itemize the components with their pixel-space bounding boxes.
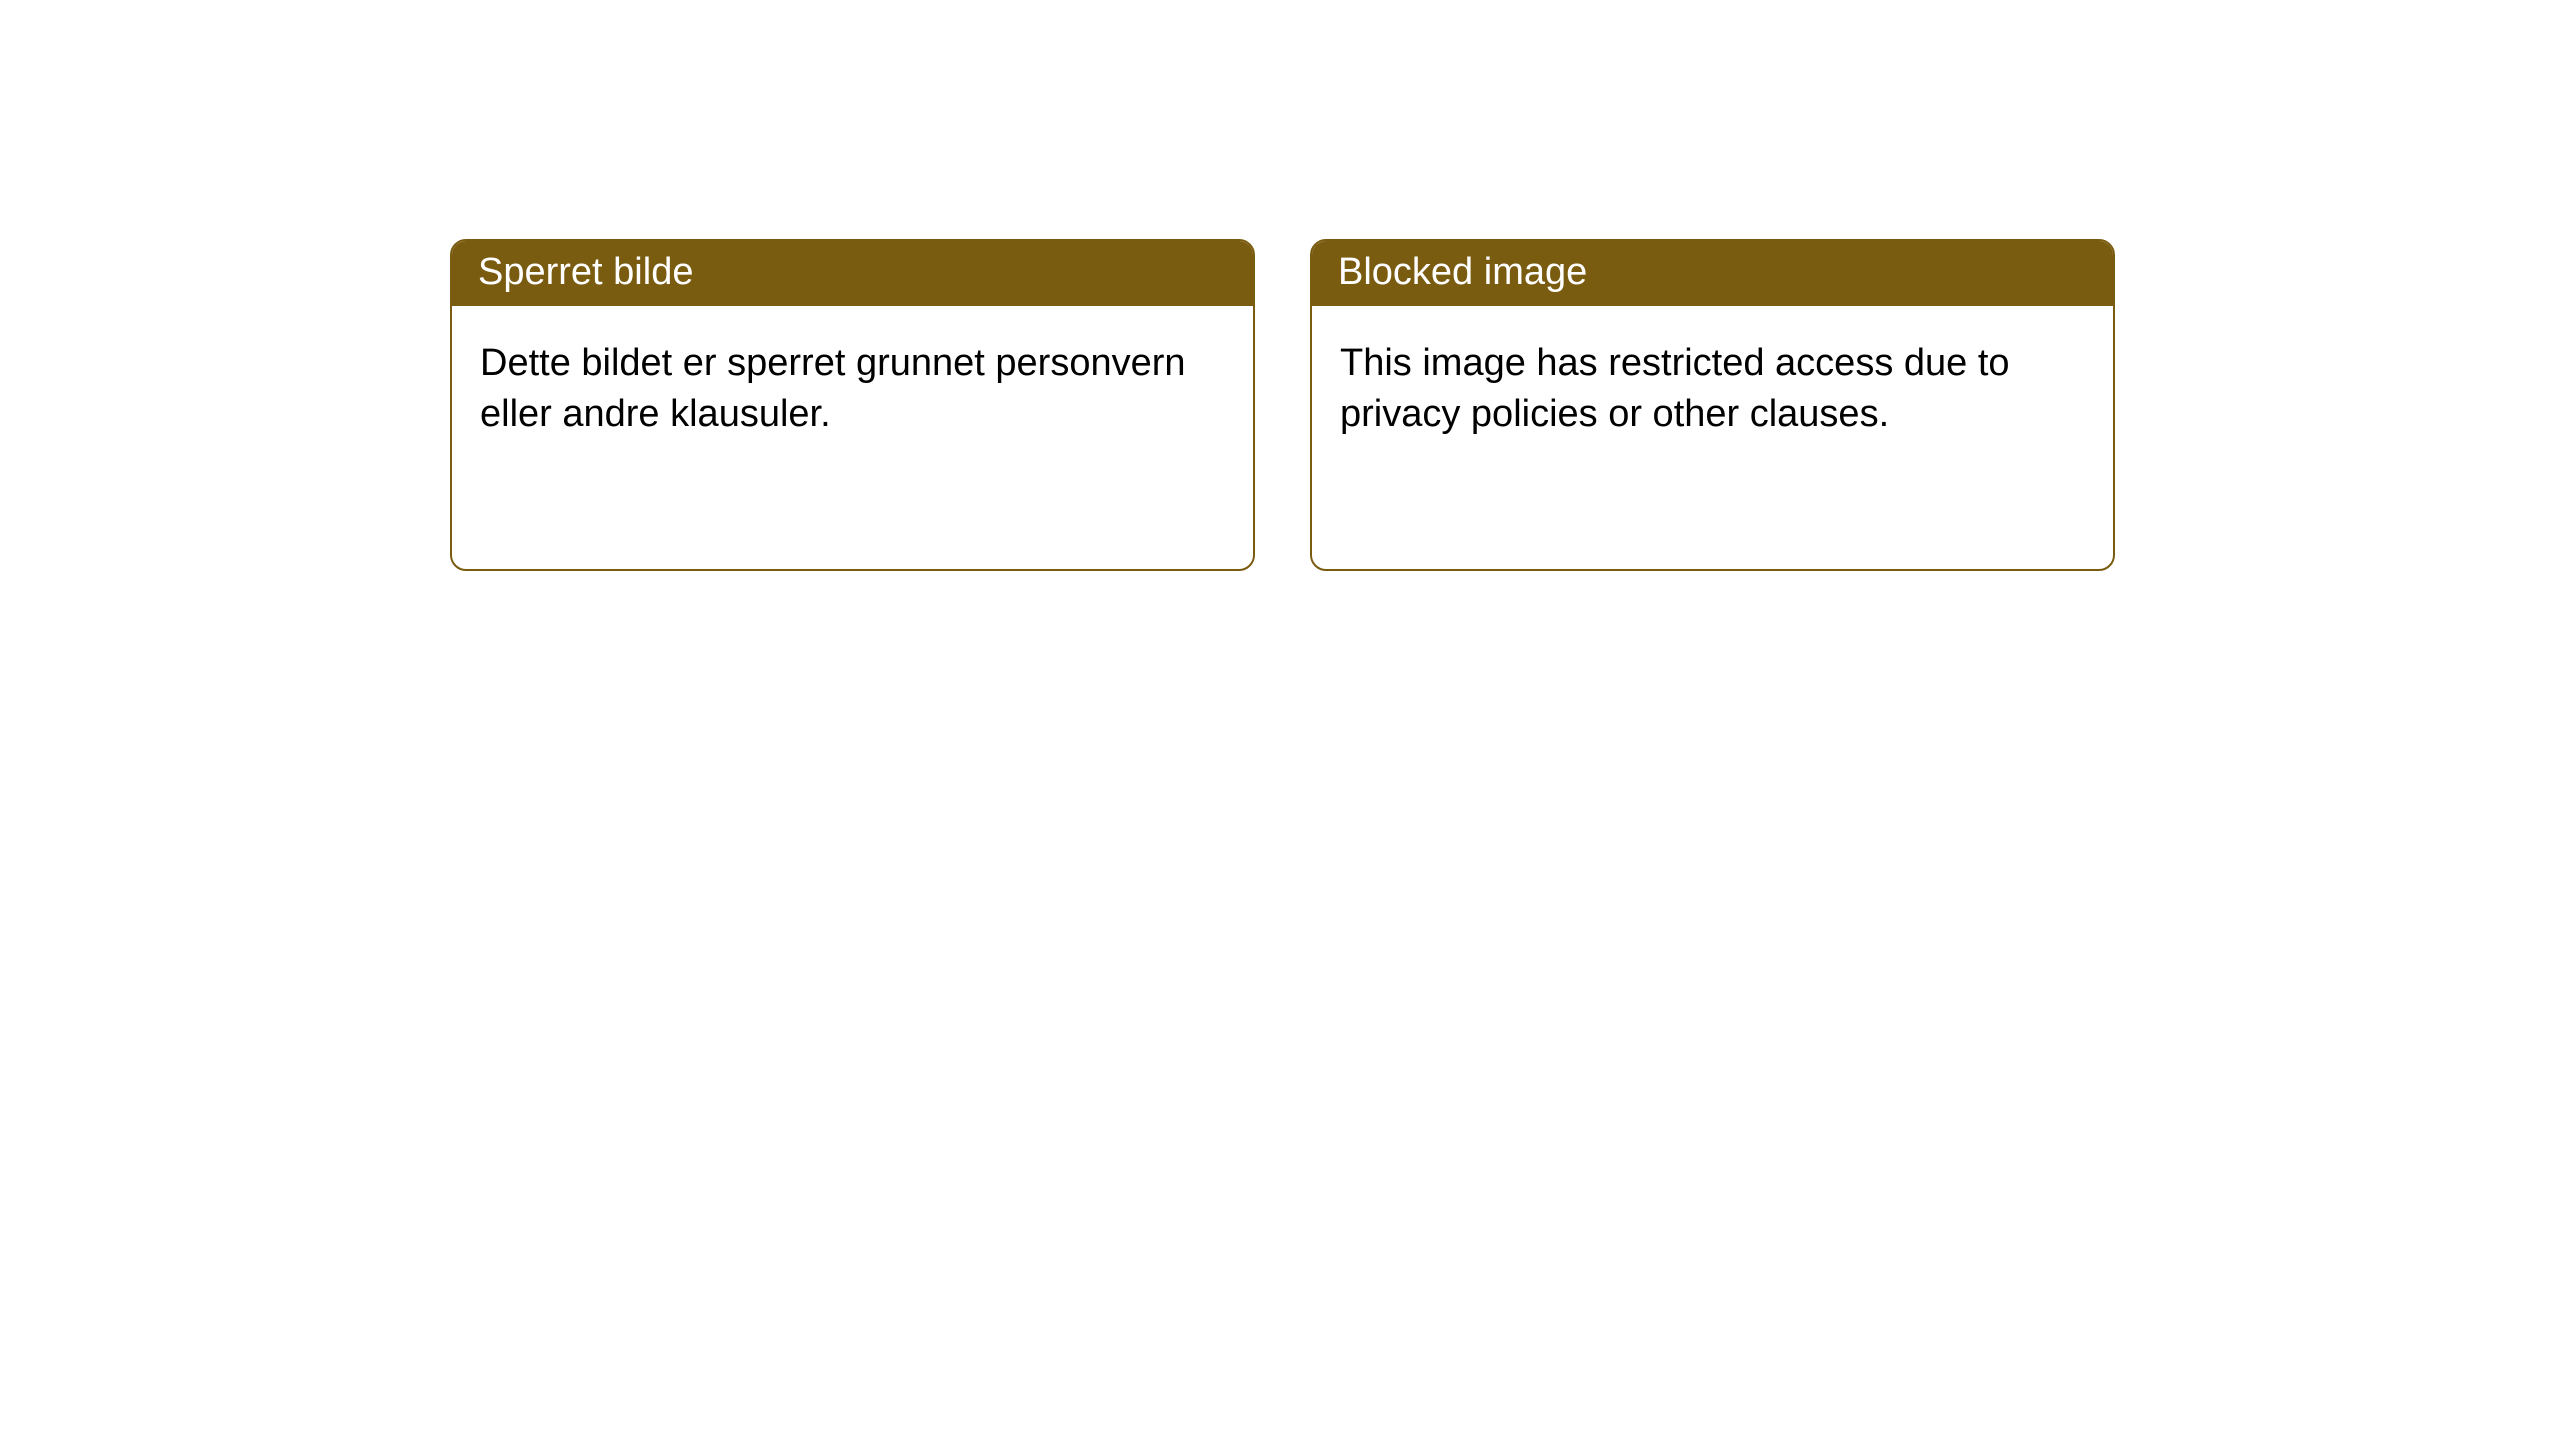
notice-body-no: Dette bildet er sperret grunnet personve…	[452, 306, 1253, 473]
notice-header-no: Sperret bilde	[452, 241, 1253, 306]
notices-container: Sperret bilde Dette bildet er sperret gr…	[450, 239, 2115, 571]
notice-header-en: Blocked image	[1312, 241, 2113, 306]
notice-body-en: This image has restricted access due to …	[1312, 306, 2113, 473]
notice-card-no: Sperret bilde Dette bildet er sperret gr…	[450, 239, 1255, 571]
notice-card-en: Blocked image This image has restricted …	[1310, 239, 2115, 571]
